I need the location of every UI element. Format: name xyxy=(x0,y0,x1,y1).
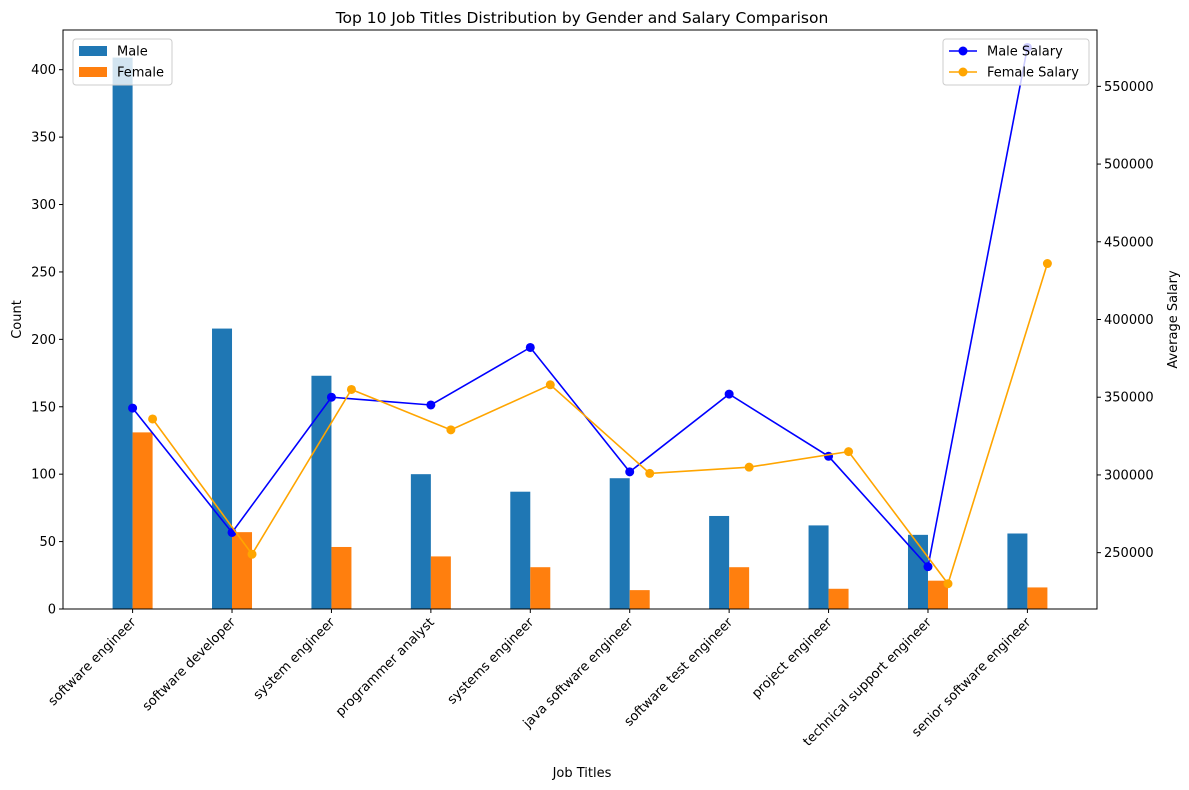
y-left-tick-label: 300 xyxy=(31,198,56,213)
legend-salary: Male Salary Female Salary xyxy=(942,38,1090,86)
x-tick-label: java software engineer xyxy=(520,615,637,732)
legend-label: Male xyxy=(117,45,148,60)
legend-swatch xyxy=(79,46,107,56)
point-female-salary-4 xyxy=(545,380,555,390)
y-left-tick-label: 350 xyxy=(31,131,56,146)
bar-male-7 xyxy=(808,525,829,609)
point-male-salary-2 xyxy=(326,392,336,402)
y-left-tick-label: 50 xyxy=(39,535,56,550)
legend-bars: Male Female xyxy=(72,38,173,86)
x-axis: software engineer software developer syste… xyxy=(46,609,1035,750)
line-female-salary xyxy=(151,263,1049,586)
point-male-salary-6 xyxy=(724,389,734,399)
point-female-salary-8 xyxy=(943,579,953,589)
bar-male-3 xyxy=(410,474,431,609)
y-left-tick-label: 200 xyxy=(31,333,56,348)
right-axis: 250000 300000 350000 400000 450000 500000 5500… xyxy=(1097,80,1154,561)
legend-label: Female xyxy=(117,66,164,81)
line-male-salary xyxy=(131,47,1029,569)
bar-female-9 xyxy=(1027,587,1048,609)
y-left-tick-label: 100 xyxy=(31,468,56,483)
point-female-salary-3 xyxy=(446,425,456,435)
legend-swatch xyxy=(79,67,107,77)
x-tick-label: programmer analyst xyxy=(333,615,438,720)
y-right-tick-label: 300000 xyxy=(1104,468,1154,483)
bar-female-3 xyxy=(430,556,451,609)
y-left-tick-label: 400 xyxy=(31,63,56,78)
bar-female-1 xyxy=(232,532,253,609)
point-female-salary-9 xyxy=(1042,259,1052,269)
bar-female-6 xyxy=(729,567,750,609)
y-left-tick-label: 250 xyxy=(31,265,56,280)
chart-title: Top 10 Job Titles Distribution by Gender… xyxy=(335,9,829,27)
lines-layer xyxy=(128,42,1052,589)
point-female-salary-6 xyxy=(744,462,754,472)
x-tick-label: software engineer xyxy=(46,615,140,709)
x-tick-label: project engineer xyxy=(749,615,836,702)
point-male-salary-3 xyxy=(426,400,436,410)
x-tick-label: software test engineer xyxy=(622,615,737,730)
point-female-salary-7 xyxy=(844,447,854,457)
bar-male-1 xyxy=(212,328,233,609)
y-right-tick-label: 450000 xyxy=(1104,235,1154,250)
bars-layer xyxy=(112,57,1048,610)
left-axis: 0 50 100 150 200 250 300 350 400 xyxy=(31,63,63,618)
x-tick-label: systems engineer xyxy=(445,615,538,708)
point-male-salary-7 xyxy=(824,451,834,461)
bar-male-8 xyxy=(907,534,928,609)
y-axis-left-label: Count xyxy=(10,300,25,339)
point-male-salary-5 xyxy=(625,467,635,477)
bar-male-9 xyxy=(1007,533,1028,609)
point-female-salary-0 xyxy=(148,414,158,424)
legend-marker xyxy=(958,46,968,56)
x-tick-label: software developer xyxy=(140,615,240,715)
y-left-tick-label: 0 xyxy=(48,603,56,618)
bar-male-0 xyxy=(112,57,133,610)
bar-female-4 xyxy=(530,567,551,609)
bar-female-7 xyxy=(828,588,849,609)
bar-male-4 xyxy=(510,491,531,609)
legend-label: Male Salary xyxy=(987,45,1063,60)
legend-label: Female Salary xyxy=(987,66,1079,81)
y-left-tick-label: 150 xyxy=(31,400,56,415)
bar-male-2 xyxy=(311,375,332,609)
y-right-tick-label: 550000 xyxy=(1104,80,1154,95)
bar-female-5 xyxy=(629,590,650,609)
legend-marker xyxy=(958,67,968,77)
legend-box xyxy=(942,38,1090,86)
bar-male-6 xyxy=(709,515,730,609)
y-right-tick-label: 400000 xyxy=(1104,313,1154,328)
point-male-salary-0 xyxy=(128,403,138,413)
y-right-tick-label: 250000 xyxy=(1104,546,1154,561)
point-male-salary-8 xyxy=(923,562,933,572)
point-female-salary-5 xyxy=(645,468,655,478)
y-right-tick-label: 350000 xyxy=(1104,391,1154,406)
y-axis-right-label: Average Salary xyxy=(1166,270,1181,369)
point-male-salary-4 xyxy=(525,342,535,352)
x-tick-label: senior software engineer xyxy=(909,615,1034,740)
point-female-salary-1 xyxy=(247,549,257,559)
y-right-tick-label: 500000 xyxy=(1104,158,1154,173)
bar-male-5 xyxy=(609,478,630,609)
point-female-salary-2 xyxy=(346,384,356,394)
bar-female-0 xyxy=(132,432,153,609)
x-tick-label: system engineer xyxy=(251,615,339,703)
x-axis-label: Job Titles xyxy=(552,766,612,781)
bar-female-8 xyxy=(927,580,948,609)
bar-female-2 xyxy=(331,546,352,609)
